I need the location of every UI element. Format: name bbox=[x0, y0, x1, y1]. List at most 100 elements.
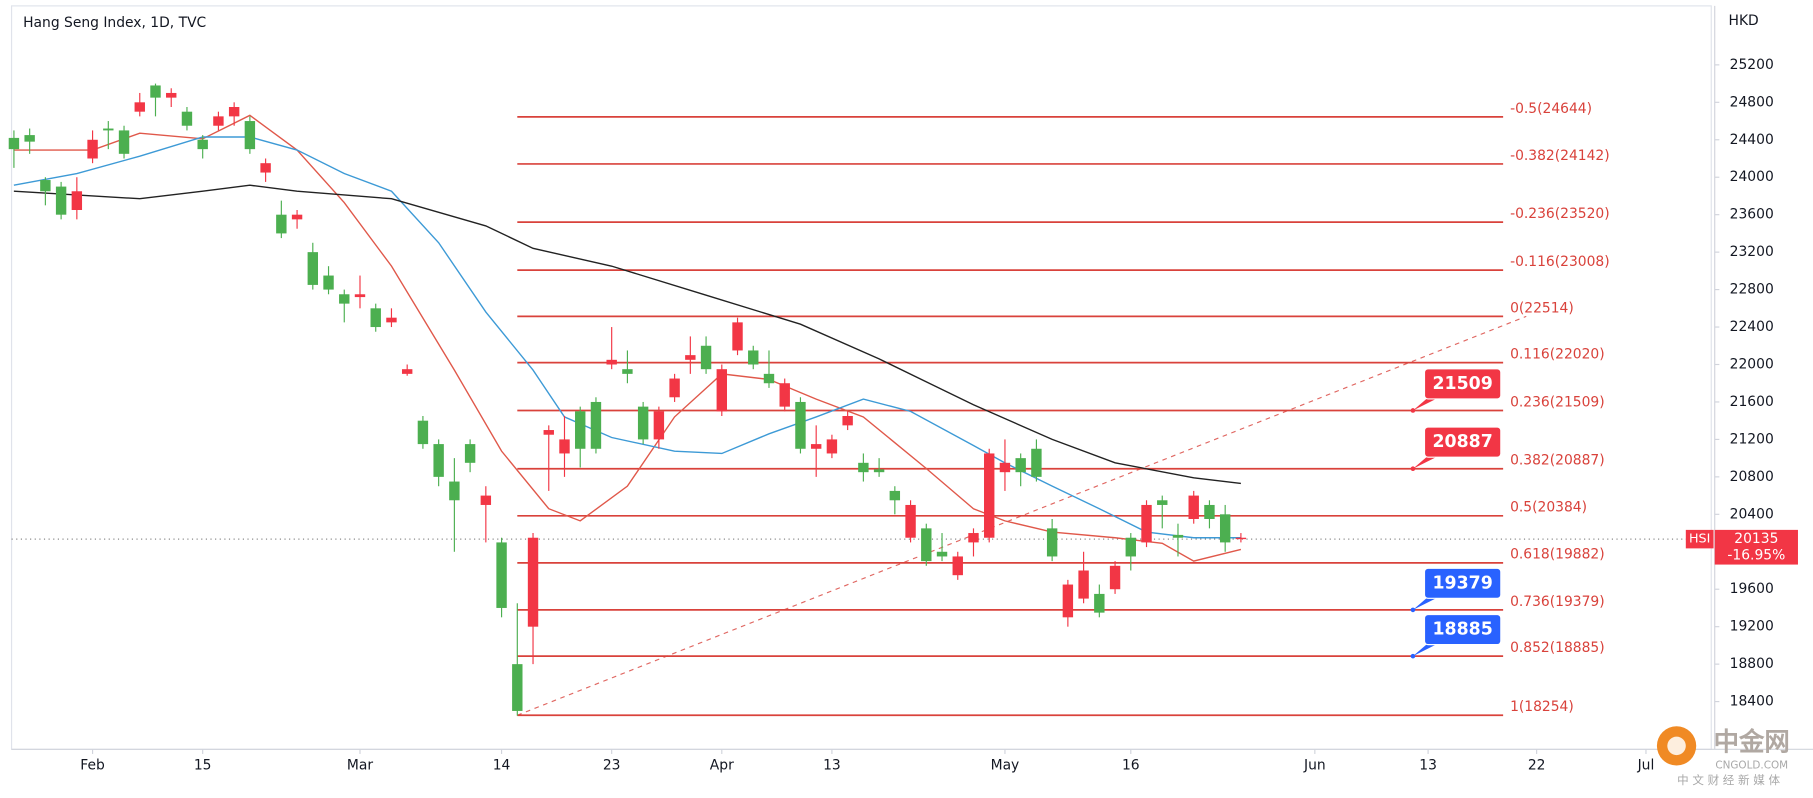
y-tick-label: 23600 bbox=[1730, 207, 1774, 223]
candle-body bbox=[40, 180, 51, 192]
fib-label: 1(18254) bbox=[1510, 699, 1574, 715]
change-label: -16.95% bbox=[1727, 547, 1785, 563]
candle-body bbox=[276, 214, 287, 234]
fib-label: 0.382(20887) bbox=[1510, 453, 1605, 469]
candle-body bbox=[1078, 570, 1089, 599]
candle-body bbox=[748, 350, 759, 365]
x-tick-label: 23 bbox=[603, 758, 621, 774]
candle-body bbox=[339, 294, 350, 304]
fib-label: 0.618(19882) bbox=[1510, 547, 1605, 563]
x-tick-label: 13 bbox=[1419, 758, 1437, 774]
fib-label: 0.5(20384) bbox=[1510, 500, 1587, 516]
candle-body bbox=[889, 490, 901, 501]
x-tick-label: Jul bbox=[1637, 758, 1655, 774]
candle-body bbox=[779, 383, 790, 407]
y-tick-label: 24800 bbox=[1730, 94, 1774, 110]
candle-body bbox=[543, 430, 554, 435]
callout-anchor bbox=[1410, 466, 1416, 472]
currency-label: HKD bbox=[1729, 13, 1759, 29]
series-layer: 1840018800192001960020000204002080021200… bbox=[8, 57, 1798, 774]
candle-body bbox=[842, 416, 853, 426]
moving-average bbox=[13, 114, 1242, 562]
candle-body bbox=[433, 444, 444, 477]
callout-box bbox=[1423, 567, 1502, 599]
candle-body bbox=[244, 121, 256, 150]
callout-label: 20887 bbox=[1433, 432, 1493, 452]
fib-label: -0.116(23008) bbox=[1510, 254, 1610, 270]
candle-body bbox=[763, 373, 775, 384]
y-tick-label: 18400 bbox=[1730, 694, 1774, 710]
candle-body bbox=[354, 294, 366, 298]
x-tick-label: Mar bbox=[347, 758, 373, 774]
candle-body bbox=[606, 359, 617, 365]
candle-body bbox=[118, 130, 130, 154]
candle-body bbox=[260, 163, 271, 173]
candle-body bbox=[213, 116, 224, 126]
fib-label: -0.382(24142) bbox=[1510, 148, 1610, 164]
fib-label: 0.116(22020) bbox=[1510, 347, 1605, 363]
candle-body bbox=[87, 139, 98, 159]
fib-label: 0.736(19379) bbox=[1510, 594, 1605, 610]
candle-body bbox=[905, 504, 916, 538]
price-label: 20135 bbox=[1734, 531, 1778, 547]
y-tick-label: 22000 bbox=[1730, 357, 1774, 373]
y-tick-label: 18800 bbox=[1730, 656, 1774, 672]
x-tick-label: Jun bbox=[1303, 758, 1326, 774]
candle-body bbox=[1204, 504, 1215, 519]
fib-label: 0.852(18885) bbox=[1510, 640, 1605, 656]
candle-body bbox=[71, 191, 83, 211]
candle-body bbox=[228, 107, 240, 117]
callout-label: 19379 bbox=[1433, 573, 1493, 593]
y-tick-label: 24400 bbox=[1730, 132, 1774, 148]
x-tick-label: Apr bbox=[710, 758, 734, 774]
candle-body bbox=[716, 369, 728, 412]
fib-label: -0.5(24644) bbox=[1510, 101, 1592, 117]
y-tick-label: 22800 bbox=[1730, 282, 1774, 298]
fib-label: -0.236(23520) bbox=[1510, 206, 1610, 222]
candle-body bbox=[386, 317, 397, 323]
callout-pointer bbox=[1412, 596, 1441, 610]
x-tick-label: 15 bbox=[194, 758, 212, 774]
candle-body bbox=[24, 135, 35, 142]
candle-body bbox=[1172, 534, 1184, 538]
y-tick-label: 21600 bbox=[1730, 394, 1774, 410]
watermark-slogan: 中 文 财 经 新 媒 体 bbox=[1677, 773, 1780, 787]
callout-pointer bbox=[1412, 642, 1441, 657]
candle-body bbox=[795, 401, 806, 449]
y-tick-label: 20400 bbox=[1730, 506, 1774, 522]
watermark-site: CNGOLD.COM bbox=[1715, 760, 1788, 772]
candle-body bbox=[700, 345, 712, 370]
x-tick-label: 13 bbox=[823, 758, 841, 774]
candle-body bbox=[527, 537, 539, 627]
candle-body bbox=[1125, 537, 1136, 557]
candle-body bbox=[417, 420, 429, 445]
x-tick-label: May bbox=[991, 758, 1020, 774]
candle-body bbox=[134, 102, 145, 112]
y-tick-label: 20800 bbox=[1730, 469, 1774, 485]
candle-body bbox=[685, 355, 696, 360]
x-tick-label: 22 bbox=[1528, 758, 1546, 774]
candle-body bbox=[873, 469, 885, 473]
x-tick-label: Feb bbox=[80, 758, 105, 774]
moving-average bbox=[13, 184, 1241, 485]
candle-body bbox=[150, 85, 161, 98]
callout-anchor bbox=[1410, 653, 1416, 659]
x-tick-label: 16 bbox=[1122, 758, 1140, 774]
candle-body bbox=[575, 411, 586, 449]
y-tick-label: 19200 bbox=[1730, 619, 1774, 635]
x-tick-label: 14 bbox=[493, 758, 511, 774]
y-tick-label: 25200 bbox=[1730, 57, 1774, 73]
candle-body bbox=[952, 556, 963, 576]
symbol-tag bbox=[1685, 529, 1714, 549]
candle-body bbox=[1015, 458, 1026, 473]
price-tag bbox=[1714, 529, 1798, 565]
callout-label: 18885 bbox=[1433, 620, 1493, 640]
candle-body bbox=[1046, 528, 1058, 557]
candle-body bbox=[370, 308, 381, 328]
candle-body bbox=[166, 92, 177, 98]
callout-anchor bbox=[1410, 607, 1416, 613]
y-tick-label: 24000 bbox=[1730, 169, 1774, 185]
chart-title: Hang Seng Index, 1D, TVC bbox=[23, 15, 206, 31]
candle-body bbox=[1094, 593, 1105, 613]
